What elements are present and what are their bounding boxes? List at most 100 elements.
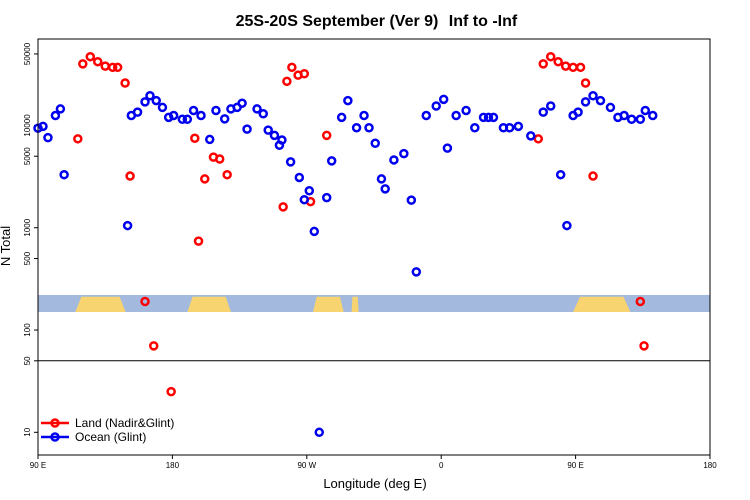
ocean-point-11: [151, 95, 161, 106]
ocean-point-81: [648, 110, 658, 121]
land-point-29: [560, 61, 571, 71]
ocean-point-8: [132, 107, 143, 117]
land-point-0: [73, 134, 83, 144]
ocean-point-10: [145, 91, 155, 101]
land-point-4: [100, 61, 110, 71]
ocean-point-2: [43, 132, 53, 143]
ocean-point-9: [140, 97, 150, 107]
ocean-point-5: [59, 169, 69, 180]
ocean-point-69: [562, 220, 572, 231]
x-tick-label-2: 90 W: [297, 461, 316, 470]
ocean-point-27: [258, 109, 268, 119]
ocean-point-42: [351, 122, 362, 133]
x-tick-label-4: 90 E: [567, 461, 583, 470]
x-axis-label: Longitude (deg E): [323, 476, 426, 491]
land-point-5: [107, 62, 118, 73]
map-band-land-1: [187, 296, 231, 313]
ocean-point-20: [211, 105, 221, 116]
land-point-1: [78, 59, 88, 69]
ocean-point-16: [182, 114, 193, 124]
y-tick-label-3: 500: [23, 251, 32, 265]
ocean-point-57: [461, 105, 471, 116]
ocean-point-61: [488, 112, 499, 123]
y-tick-label-5: 5000: [23, 147, 32, 165]
ocean-point-33: [294, 172, 305, 183]
land-point-6: [112, 62, 123, 73]
ocean-point-63: [504, 122, 515, 133]
land-point-33: [588, 171, 598, 181]
land-point-11: [166, 386, 176, 397]
ocean-point-43: [359, 110, 369, 121]
ocean-point-40: [336, 112, 347, 123]
ocean-point-52: [421, 110, 432, 121]
y-tick-label-6: 10000: [23, 114, 32, 137]
ocean-point-24: [237, 98, 247, 108]
ocean-point-75: [605, 102, 616, 113]
x-tick-label-1: 180: [166, 461, 180, 470]
ocean-point-3: [50, 110, 61, 121]
ocean-point-59: [478, 112, 489, 123]
land-point-25: [533, 134, 544, 144]
ocean-point-54: [438, 94, 449, 105]
y-tick-label-4: 1000: [23, 218, 32, 236]
ocean-point-19: [204, 134, 215, 145]
data-points: [33, 51, 658, 438]
map-band-land-0: [75, 296, 126, 313]
land-point-14: [200, 174, 210, 184]
ocean-point-14: [168, 110, 179, 121]
ocean-point-78: [626, 114, 637, 124]
ocean-point-58: [470, 122, 480, 133]
x-tick-label-5: 180: [703, 461, 717, 470]
land-point-24: [321, 130, 332, 141]
land-point-12: [190, 133, 200, 143]
ocean-point-31: [277, 135, 287, 145]
ocean-point-45: [370, 138, 380, 148]
axes: 90 E 180 90 W 0 90 E 180 10 50 100 500 1000 5000 100…: [23, 42, 717, 470]
land-point-7: [120, 78, 130, 88]
ocean-point-71: [573, 107, 583, 117]
ocean-point-80: [640, 105, 651, 116]
ocean-point-6: [122, 220, 133, 231]
series-land: [73, 51, 649, 397]
y-axis-label: N Total: [0, 226, 13, 266]
ocean-point-74: [595, 95, 606, 106]
map-band-land-4: [573, 296, 631, 313]
ocean-point-36: [309, 226, 320, 237]
land-point-35: [639, 341, 649, 351]
ocean-point-47: [380, 184, 390, 194]
legend-label-land: Land (Nadir&Glint): [75, 416, 174, 430]
land-point-28: [553, 56, 563, 67]
ocean-point-67: [545, 101, 556, 111]
land-point-16: [214, 154, 225, 164]
ocean-point-65: [526, 131, 536, 141]
ocean-point-4: [55, 104, 66, 114]
ocean-point-39: [326, 156, 337, 166]
ocean-point-72: [580, 97, 591, 107]
ocean-point-60: [483, 112, 494, 123]
ocean-point-29: [269, 130, 280, 141]
ocean-point-73: [588, 91, 598, 101]
ocean-point-64: [513, 121, 524, 132]
ocean-point-34: [299, 194, 310, 205]
ocean-point-66: [538, 107, 548, 117]
ocean-point-37: [314, 427, 324, 438]
legend-marker-land: [50, 418, 60, 428]
y-tick-label-7: 50000: [23, 42, 32, 65]
legend-marker-ocean: [50, 432, 60, 442]
ocean-point-35: [304, 185, 315, 196]
land-point-20: [287, 62, 297, 73]
ocean-point-26: [252, 104, 262, 114]
ocean-point-18: [196, 110, 206, 121]
ocean-point-46: [376, 174, 387, 184]
ocean-point-25: [242, 124, 252, 134]
chart-title: 25S-20S September (Ver 9): [236, 13, 439, 30]
ocean-point-13: [163, 112, 174, 123]
chart-subtitle: Inf to -Inf: [449, 13, 518, 30]
ocean-point-49: [399, 148, 409, 159]
land-point-9: [140, 296, 150, 307]
map-band-land-3: [351, 296, 359, 313]
ocean-point-55: [442, 143, 453, 153]
land-point-26: [538, 59, 548, 69]
y-tick-label-2: 100: [23, 323, 32, 337]
y-tick-label-1: 50: [23, 356, 32, 365]
